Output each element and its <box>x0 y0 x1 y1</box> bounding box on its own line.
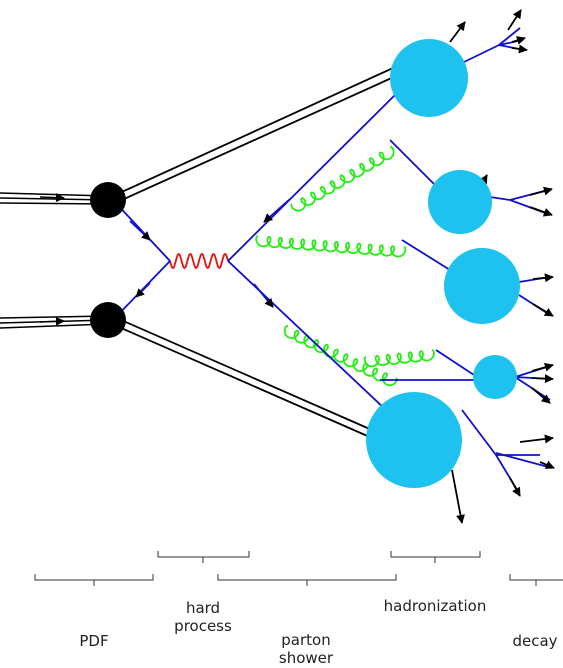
hadrons <box>366 39 520 488</box>
gluon-lines <box>255 145 435 387</box>
gluon-line <box>290 145 395 212</box>
label-pdf: PDF <box>64 632 124 650</box>
gluon-line <box>363 349 435 368</box>
incoming-proton-top <box>0 192 109 205</box>
bracket-hard-process <box>157 551 250 563</box>
proton-vertex-top <box>90 182 126 218</box>
label-parton-line1: parton <box>281 631 331 649</box>
hadron <box>444 248 520 324</box>
label-decay-text: decay <box>512 632 558 650</box>
hadron <box>428 170 492 234</box>
label-decay: decay <box>508 632 562 650</box>
proton-remnant-top <box>112 67 397 205</box>
hadron <box>390 39 468 117</box>
incoming-arrow-bottom <box>39 316 65 326</box>
bracket-pdf <box>34 574 154 586</box>
incoming-arrow-top <box>39 193 65 203</box>
label-hard-process: hard process <box>158 599 248 635</box>
label-hadronization: hadronization <box>370 597 500 615</box>
quark-arrows <box>129 198 291 308</box>
label-hadronization-text: hadronization <box>383 597 487 615</box>
label-hard-line1: hard <box>185 599 221 617</box>
bracket-parton-shower <box>217 574 397 586</box>
gluon-line <box>283 324 398 387</box>
hadron <box>366 392 462 488</box>
proton-remnant-bottom <box>111 315 373 439</box>
label-pdf-text: PDF <box>79 632 109 650</box>
label-parton-line2: shower <box>278 649 334 667</box>
gluon-line <box>255 235 407 258</box>
stage-brackets <box>34 551 563 586</box>
bracket-decay <box>509 574 563 586</box>
photon-line <box>169 252 229 270</box>
hadron <box>473 355 517 399</box>
label-hard-line2: process <box>174 617 232 635</box>
label-parton-shower: parton shower <box>261 631 351 667</box>
proton-vertex-bottom <box>90 302 126 338</box>
bracket-hadronization <box>390 551 481 563</box>
